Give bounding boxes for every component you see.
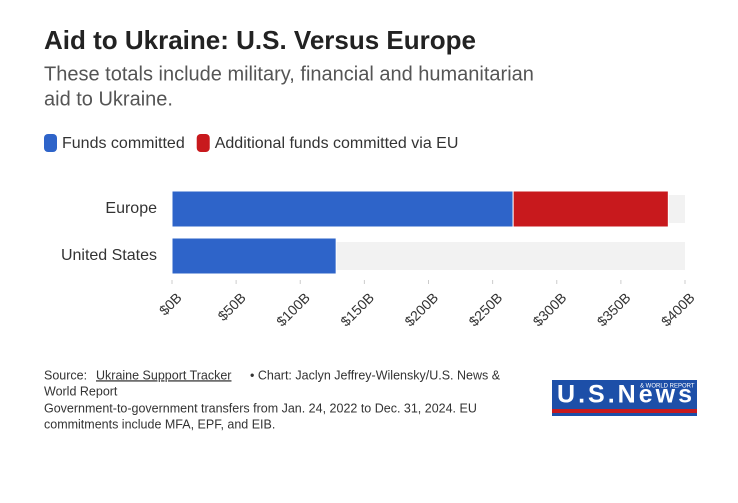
note: Government-to-government transfers from … — [44, 401, 477, 415]
x-tick-label: $100B — [273, 289, 313, 329]
subtitle: These totals include military, financial… — [44, 63, 534, 85]
x-tick-label: $50B — [214, 289, 248, 323]
subtitle: aid to Ukraine. — [44, 88, 173, 110]
x-tick-label: $350B — [594, 289, 634, 329]
logo-stripe — [552, 409, 697, 413]
logo-main: U.S.News — [557, 381, 692, 409]
logo-small: & WORLD REPORT — [640, 384, 695, 390]
source-link[interactable]: Ukraine Support Tracker — [96, 368, 231, 382]
bar-segment — [171, 237, 337, 275]
x-tick-label: $200B — [401, 289, 441, 329]
y-tick-label: United States — [61, 247, 157, 264]
x-tick-label: $150B — [337, 289, 377, 329]
credit: World Report — [44, 384, 118, 398]
credit: • Chart: Jaclyn Jeffrey-Wilensky/U.S. Ne… — [250, 368, 501, 382]
chart-title: Aid to Ukraine: U.S. Versus Europe — [44, 25, 476, 55]
x-tick-label: $250B — [465, 289, 505, 329]
x-tick-label: $0B — [156, 289, 185, 318]
x-tick-label: $400B — [658, 289, 698, 329]
legend-swatch — [196, 134, 210, 152]
note: commitments include MFA, EPF, and EIB. — [44, 417, 275, 431]
legend-swatch — [44, 134, 57, 152]
source-prefix: Source: — [44, 368, 87, 382]
x-tick-label: $300B — [530, 289, 570, 329]
bar-segment — [171, 190, 514, 228]
legend-label: Funds committed — [62, 135, 185, 152]
legend-label: Additional funds committed via EU — [215, 135, 459, 152]
bar-segment — [512, 190, 669, 228]
y-tick-label: Europe — [105, 200, 157, 217]
